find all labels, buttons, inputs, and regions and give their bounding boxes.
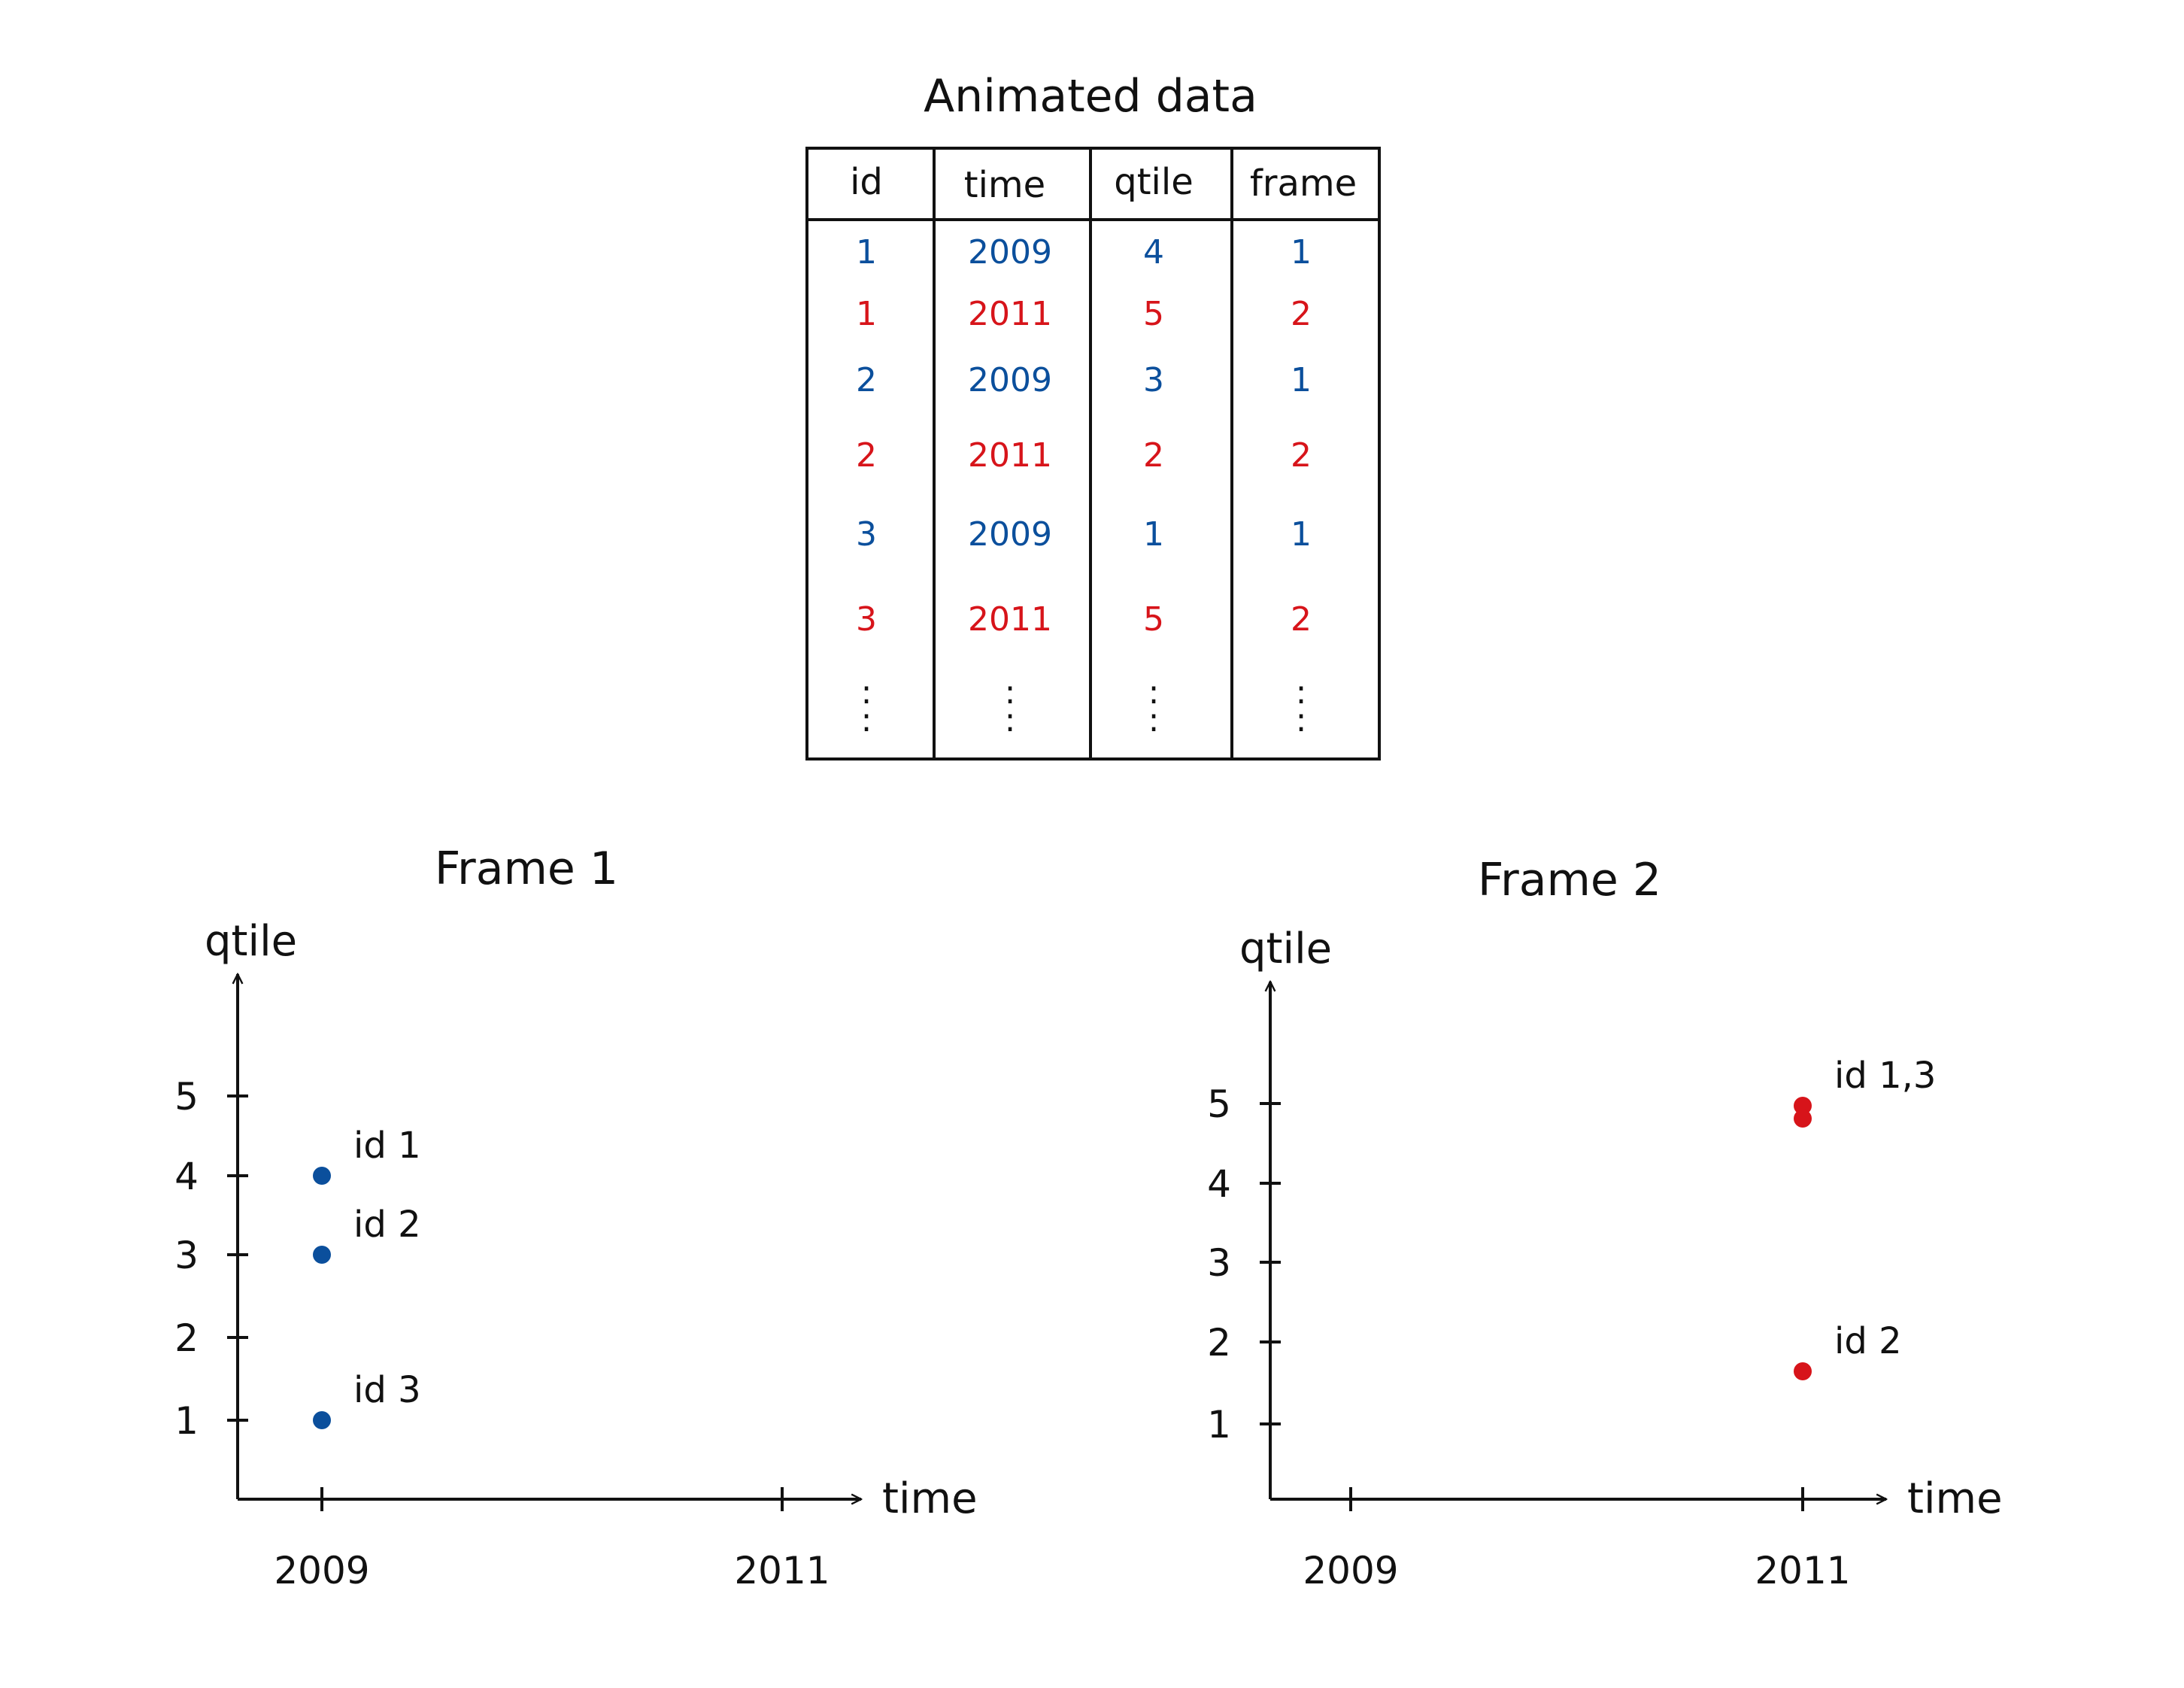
table-cell: 5 — [1143, 295, 1164, 333]
y-tick-label: 1 — [1207, 1403, 1231, 1447]
table-cell: 2011 — [968, 600, 1052, 639]
table-continuation-dots: : — [861, 701, 872, 739]
table-cell: 1 — [1291, 361, 1312, 399]
x-axis-label: time — [882, 1474, 978, 1523]
y-tick-label: 5 — [174, 1075, 199, 1119]
y-tick-label: 4 — [1207, 1162, 1231, 1206]
table-cell: 2 — [1143, 436, 1164, 475]
y-tick-label: 4 — [174, 1155, 199, 1198]
y-tick-label: 2 — [174, 1316, 199, 1360]
table-cell: 2009 — [968, 515, 1052, 554]
table-cell: 2009 — [968, 233, 1052, 272]
y-axis-label: qtile — [205, 917, 297, 966]
table-cell: 5 — [1143, 600, 1164, 639]
table-continuation-dots: : — [1148, 673, 1160, 712]
point-label: id 1,3 — [1834, 1055, 1936, 1097]
data-point — [1794, 1362, 1812, 1380]
data-point — [1794, 1097, 1812, 1115]
data-point — [1794, 1110, 1812, 1128]
point-label: id 2 — [353, 1204, 421, 1246]
point-label: id 3 — [353, 1369, 421, 1411]
animated-data-table: Animated data id time qtile frame 1 2009 4… — [805, 70, 1381, 761]
table-cell: 2 — [1291, 600, 1312, 639]
table-continuation-dots: : — [1148, 701, 1160, 739]
table-border — [805, 147, 1381, 761]
table-cell: 2 — [856, 436, 877, 475]
table-cell: 3 — [856, 600, 877, 639]
y-tick-label: 3 — [1207, 1241, 1231, 1285]
y-tick-label: 2 — [1207, 1321, 1231, 1365]
y-axis-label: qtile — [1239, 924, 1332, 973]
table-cell: 2 — [856, 361, 877, 399]
table-continuation-dots: : — [1296, 701, 1307, 739]
table-continuation-dots: : — [861, 673, 872, 712]
table-cell: 4 — [1143, 233, 1164, 272]
frame-2-chart: Frame 2 qtile time 1 2 3 4 5 2009 2011 id 1,3 id 2 — [1207, 854, 2002, 1592]
x-tick-label: 2009 — [274, 1549, 369, 1592]
table-continuation: :::::::: — [861, 673, 1307, 739]
table-header-time: time — [964, 164, 1045, 206]
table-continuation-dots: : — [1296, 673, 1307, 712]
table-cell: 3 — [1143, 361, 1164, 399]
table-header-id: id — [850, 161, 883, 203]
table-rows: 1 2009 4 1 1 2011 5 2 2 2009 3 1 2 2011 2 2 3 2009 1 1 3 2011… — [856, 233, 1312, 639]
data-point — [313, 1411, 331, 1429]
chart-title: Frame 2 — [1478, 854, 1661, 906]
y-tick-label: 3 — [174, 1234, 199, 1277]
table-cell: 2009 — [968, 361, 1052, 399]
table-cell: 1 — [1291, 515, 1312, 554]
table-header-frame: frame — [1250, 162, 1357, 205]
table-cell: 1 — [856, 233, 877, 272]
table-cell: 2011 — [968, 295, 1052, 333]
data-point — [313, 1167, 331, 1185]
table-cell: 3 — [856, 515, 877, 554]
data-point — [313, 1246, 331, 1264]
table-cell: 1 — [1143, 515, 1164, 554]
table-cell: 1 — [1291, 233, 1312, 272]
chart-title: Frame 1 — [435, 842, 618, 895]
y-tick-label: 5 — [1207, 1082, 1231, 1126]
frame-1-chart: Frame 1 qtile time 1 2 3 4 5 2009 2011 id 1 id 2 id … — [174, 842, 977, 1592]
x-axis-label: time — [1907, 1474, 2003, 1523]
x-tick-label: 2009 — [1303, 1549, 1398, 1592]
x-tick-label: 2011 — [1755, 1549, 1850, 1592]
y-tick-label: 1 — [174, 1399, 199, 1443]
point-label: id 2 — [1834, 1320, 1902, 1362]
table-continuation-dots: : — [1005, 673, 1016, 712]
table-cell: 1 — [856, 295, 877, 333]
table-title: Animated data — [924, 70, 1257, 123]
table-cell: 2 — [1291, 295, 1312, 333]
table-header-qtile: qtile — [1114, 161, 1194, 203]
table-cell: 2 — [1291, 436, 1312, 475]
point-label: id 1 — [353, 1125, 421, 1167]
x-tick-label: 2011 — [734, 1549, 830, 1592]
table-cell: 2011 — [968, 436, 1052, 475]
table-continuation-dots: : — [1005, 701, 1016, 739]
